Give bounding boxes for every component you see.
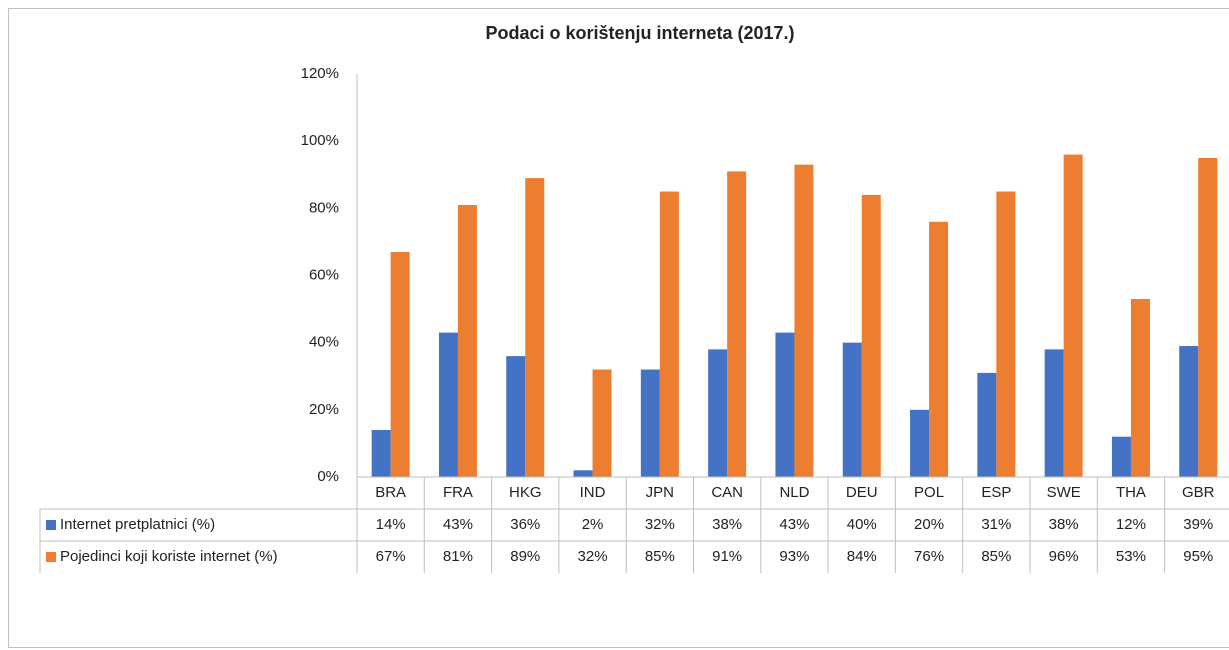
data-label: 84% [847,548,877,565]
data-label: 36% [510,516,540,533]
data-label: 43% [779,516,809,533]
data-label: 39% [1183,516,1213,533]
bar [390,251,410,477]
data-label: 32% [645,516,675,533]
data-label: 85% [981,548,1011,565]
chart-title: Podaci o korištenju interneta (2017.) [485,23,794,43]
data-label: 14% [376,516,406,533]
data-label: 32% [578,548,608,565]
bar [861,194,881,477]
x-tick-label: BRA [375,484,406,501]
data-label: 12% [1116,516,1146,533]
x-tick-label: THA [1116,484,1146,501]
legend-label: Pojedinci koji koriste internet (%) [60,548,278,565]
y-tick-label: 60% [309,266,339,283]
bar [371,429,391,477]
x-tick-label: DEU [846,484,878,501]
legend-swatch [46,552,56,562]
x-tick-label: GBR [1182,484,1215,501]
y-tick-label: 120% [301,65,339,82]
bar [1198,157,1218,478]
x-tick-label: CAN [711,484,743,501]
x-tick-label: ESP [981,484,1011,501]
bar [794,164,814,478]
bar [910,409,930,477]
data-label: 2% [582,516,604,533]
y-tick-label: 80% [309,199,339,216]
data-label: 38% [1049,516,1079,533]
x-tick-label: HKG [509,484,542,501]
bar [1111,436,1131,477]
data-label: 67% [376,548,406,565]
data-label: 95% [1183,548,1213,565]
data-label: 96% [1049,548,1079,565]
bar [1063,154,1083,477]
bar [506,356,526,477]
data-label: 91% [712,548,742,565]
data-label: 85% [645,548,675,565]
legend-label: Internet pretplatnici (%) [60,516,215,533]
bar [1044,349,1064,477]
bar [1130,299,1150,477]
bar [438,332,458,477]
bar [708,349,728,477]
x-tick-label: POL [914,484,944,501]
bar [929,221,949,477]
data-label: 89% [510,548,540,565]
bar [573,470,593,477]
x-tick-label: SWE [1047,484,1081,501]
data-label: 31% [981,516,1011,533]
data-label: 76% [914,548,944,565]
bar [659,191,679,477]
bar [640,369,660,477]
bar [1179,346,1199,477]
bar [977,372,997,477]
y-tick-label: 100% [301,132,339,149]
bar [727,171,747,477]
data-label: 81% [443,548,473,565]
data-label: 93% [779,548,809,565]
x-tick-label: NLD [779,484,809,501]
data-label: 20% [914,516,944,533]
data-label: 40% [847,516,877,533]
y-tick-label: 40% [309,334,339,351]
legend-swatch [46,520,56,530]
x-tick-label: IND [580,484,606,501]
bar [592,369,612,477]
data-label: 53% [1116,548,1146,565]
bar [457,204,477,477]
x-tick-label: JPN [646,484,674,501]
x-tick-label: FRA [443,484,473,501]
bar [525,178,545,477]
bar [775,332,795,477]
bar [996,191,1016,477]
data-label: 43% [443,516,473,533]
y-tick-label: 0% [317,468,339,485]
data-label: 38% [712,516,742,533]
y-tick-label: 20% [309,401,339,418]
bar [842,342,862,477]
